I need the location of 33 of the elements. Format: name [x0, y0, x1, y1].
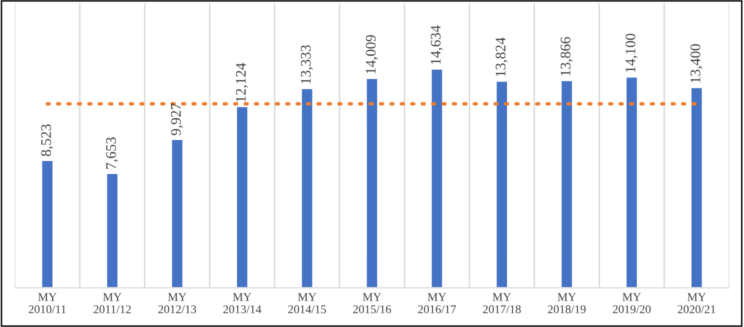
x-tick-label: MY 2019/20: [612, 293, 651, 314]
x-tick-label: MY 2010/11: [28, 293, 66, 314]
data-label: 14,634: [430, 25, 443, 64]
bar: [236, 106, 249, 288]
bar: [625, 76, 638, 288]
bar: [430, 68, 444, 288]
data-label: 9,927: [171, 103, 183, 136]
bar: [690, 86, 704, 288]
data-label: 12,124: [236, 62, 248, 102]
data-label: 7,653: [106, 137, 118, 169]
x-tick-label: MY 2018/19: [548, 293, 586, 314]
data-label: 13,866: [560, 37, 573, 76]
bar: [495, 80, 508, 288]
bar: [40, 160, 54, 288]
x-tick-label: MY 2013/14: [223, 293, 262, 314]
data-label: 13,333: [300, 45, 313, 84]
x-tick-label: MY 2017/18: [483, 293, 521, 314]
data-label: 14,009: [366, 35, 378, 74]
x-tick-label: MY 2014/15: [288, 293, 326, 314]
x-tick-label: MY 2016/17: [418, 293, 456, 314]
data-label: 14,100: [626, 34, 638, 72]
bar: [560, 80, 574, 288]
x-tick-label: MY 2020/21: [678, 293, 716, 314]
bar: [170, 138, 184, 288]
bar: [106, 172, 119, 288]
x-tick-label: MY 2012/13: [158, 293, 196, 314]
data-label: 8,523: [41, 124, 54, 156]
x-tick-label: MY 2011/12: [94, 293, 131, 314]
data-label: 13,400: [690, 44, 702, 82]
bar: [300, 88, 314, 288]
bar: [365, 78, 379, 288]
x-tick-label: MY 2015/16: [353, 293, 391, 314]
data-label: 13,824: [496, 38, 508, 76]
